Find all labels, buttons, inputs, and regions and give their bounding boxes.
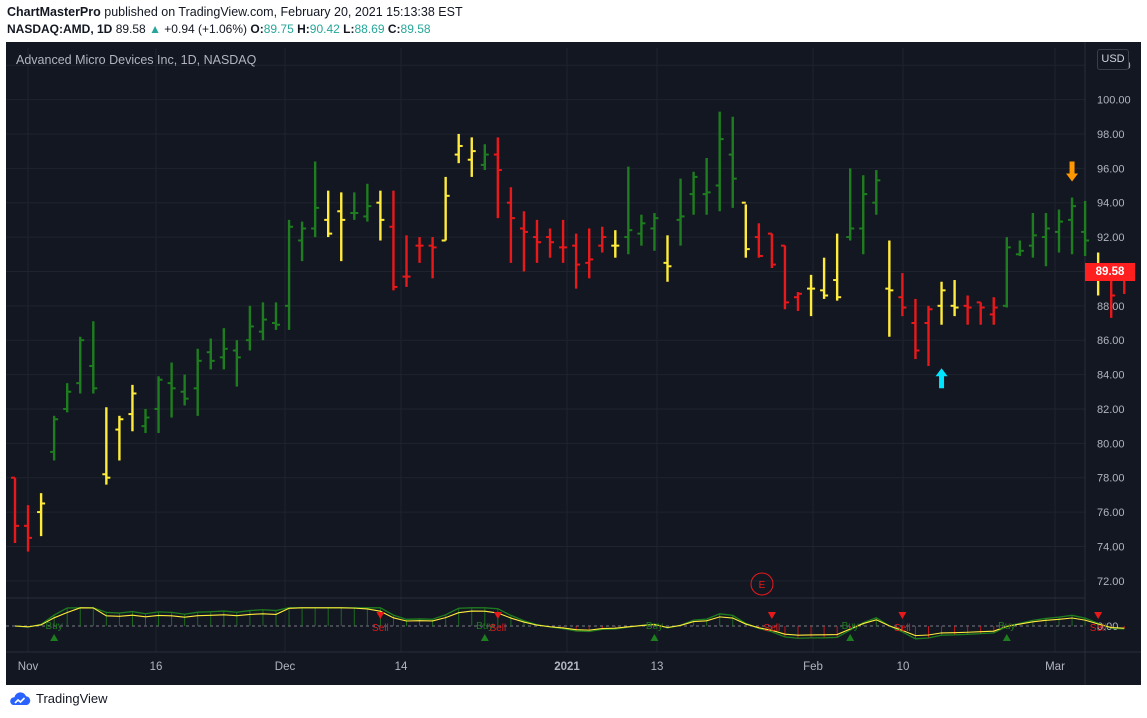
low-label: L: [343,22,355,36]
time-axis-label: 13 [651,661,664,673]
sell-signal-icon [898,612,907,619]
footer: TradingView [0,685,1147,718]
arrow-up-icon [935,368,948,389]
price-axis-label: 76.00 [1097,507,1125,519]
chart-pane[interactable] [6,42,1141,685]
price-axis-label: 72.00 [1097,576,1125,588]
time-axis-label: Dec [275,661,296,673]
tradingview-logo[interactable]: TradingView [8,691,108,706]
buy-signal-icon [50,634,59,641]
chart-title: Advanced Micro Devices Inc, 1D, NASDAQ [16,53,257,67]
high-value: 90.42 [309,22,340,36]
sell-signal-label: Sell [372,623,389,634]
symbol-interval[interactable]: NASDAQ:AMD, 1D [7,22,113,36]
publish-header: ChartMasterPro published on TradingView.… [0,0,1147,40]
low-value: 88.69 [354,22,385,36]
price-axis-label: 84.00 [1097,370,1125,382]
price-change: +0.94 (+1.06%) [164,22,248,36]
time-axis-label: 16 [150,661,163,673]
sell-signal-label: Sell [764,623,781,634]
buy-signal-label: Buy [842,621,859,632]
close-label: C: [387,22,401,36]
price-chart[interactable]: 102.00100.0098.0096.0094.0092.0090.0088.… [0,0,1147,685]
currency-button[interactable]: USD [1097,49,1129,70]
time-axis-label: Feb [803,661,823,673]
price-axis-label: 78.00 [1097,473,1125,485]
buy-signal-label: Buy [646,621,663,632]
open-value: 89.75 [263,22,294,36]
last-price: 89.58 [115,22,146,36]
price-axis-label: 98.00 [1097,129,1125,141]
author-name[interactable]: ChartMasterPro [7,5,101,19]
price-axis-label: 80.00 [1097,438,1125,450]
buy-signal-icon [650,634,659,641]
indicator-line-slow [14,607,1125,637]
buy-signal-icon [480,634,489,641]
price-axis-label: 74.00 [1097,541,1125,553]
buy-signal-label: Buy [476,621,493,632]
price-axis-label: 82.00 [1097,404,1125,416]
tradingview-cloud-icon [10,691,31,705]
close-value: 89.58 [400,22,431,36]
time-axis-label: 10 [897,661,910,673]
time-axis-label: Nov [18,661,39,673]
high-label: H: [297,22,310,36]
time-axis-label: 2021 [554,661,580,673]
price-axis-label: 86.00 [1097,335,1125,347]
last-price-tag: 89.58 [1085,263,1135,281]
buy-signal-label: Buy [998,621,1015,632]
time-axis-label: Mar [1045,661,1065,673]
sell-signal-label: Sell [1090,623,1107,634]
sell-signal-label: Sell [490,623,507,634]
sell-signal-icon [493,612,502,619]
time-axis-label: 14 [395,661,408,673]
earnings-label: E [759,580,766,591]
buy-signal-icon [1002,634,1011,641]
brand-name: TradingView [36,691,108,706]
indicator-line-fast [14,607,1125,640]
sell-signal-label: Sell [894,623,911,634]
arrow-down-icon [1066,161,1079,182]
sell-signal-icon [376,612,385,619]
sell-signal-icon [1094,612,1103,619]
buy-signal-icon [846,634,855,641]
price-axis-label: 92.00 [1097,232,1125,244]
buy-signal-label: Buy [46,621,63,632]
up-triangle-icon: ▲ [149,22,161,36]
open-label: O: [250,22,264,36]
price-axis-label: 96.00 [1097,163,1125,175]
sell-signal-icon [767,612,776,619]
earnings-badge[interactable] [750,572,774,596]
price-axis-label: 100.00 [1097,95,1131,107]
publish-info: ChartMasterPro published on TradingView.… [7,5,463,19]
published-text: published on TradingView.com, February 2… [104,5,463,19]
price-axis-label: 94.00 [1097,198,1125,210]
ohlc-legend: NASDAQ:AMD, 1D 89.58 ▲ +0.94 (+1.06%) O:… [7,22,431,36]
